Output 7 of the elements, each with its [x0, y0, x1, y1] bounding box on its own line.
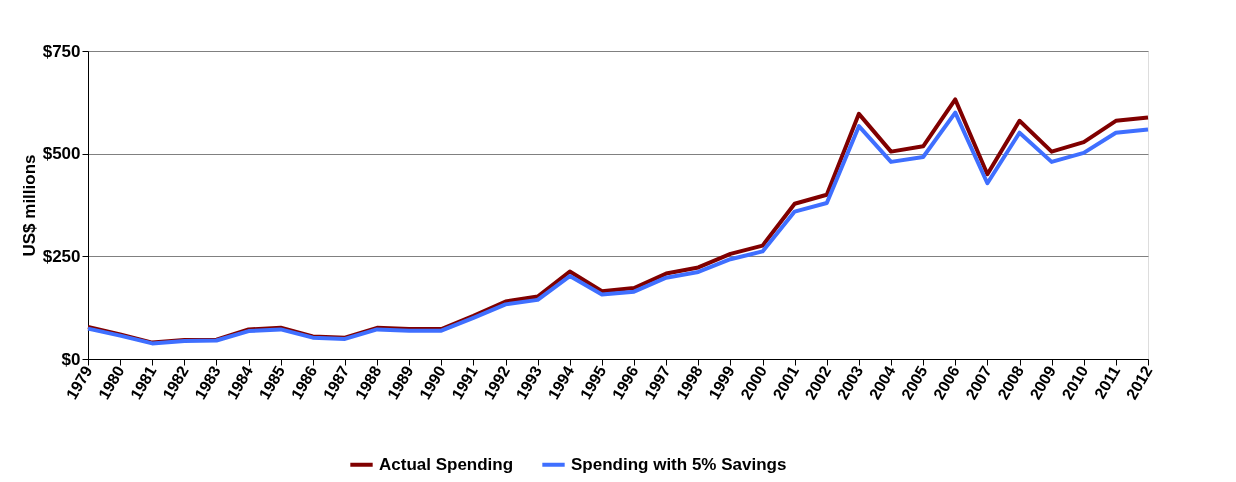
- y-tick-label: $500: [42, 144, 81, 164]
- y-tick-label: $250: [42, 246, 81, 266]
- y-tick-label: $750: [42, 41, 81, 61]
- legend-label: Spending with 5% Savings: [571, 454, 787, 474]
- y-axis-title: US$ millions: [19, 154, 39, 257]
- y-tick-label: $0: [61, 349, 81, 369]
- legend-label: Actual Spending: [379, 454, 514, 474]
